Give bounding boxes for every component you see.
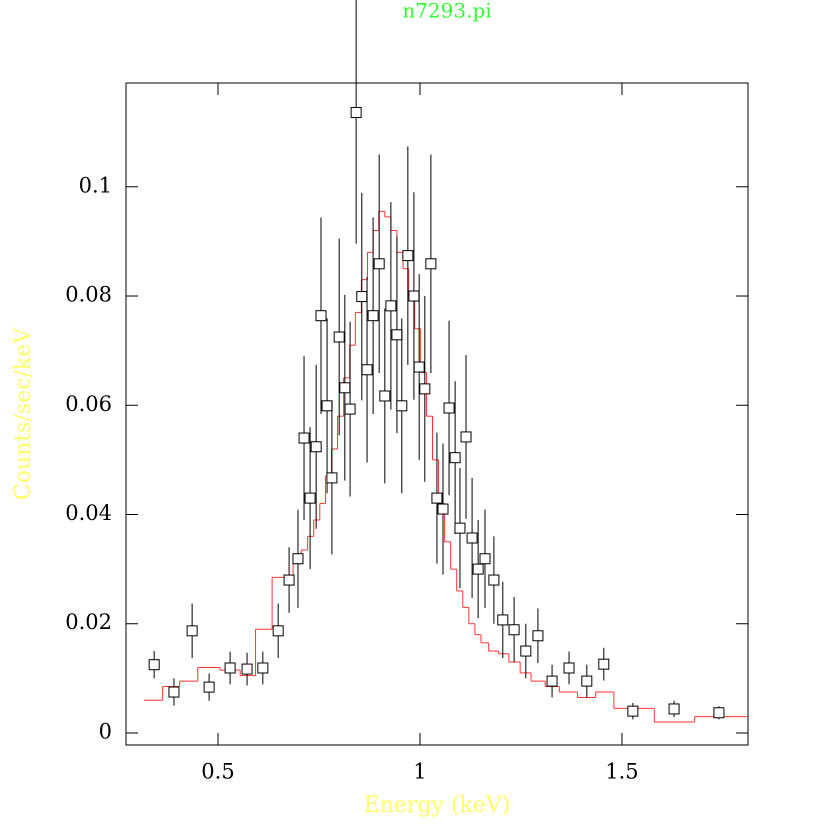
data-point: [356, 291, 368, 303]
data-point: [520, 645, 532, 657]
x-tick-label: 1: [413, 760, 426, 784]
data-point: [315, 310, 327, 322]
y-tick-label: 0: [99, 719, 112, 743]
y-tick-label: 0.08: [65, 283, 112, 307]
data-point: [497, 614, 509, 626]
data-point: [272, 625, 284, 637]
data-point: [437, 503, 449, 515]
data-point: [385, 300, 397, 312]
data-point: [298, 432, 310, 444]
data-point: [408, 290, 420, 302]
data-point: [168, 686, 180, 698]
data-point: [581, 675, 593, 687]
data-point: [292, 553, 304, 565]
data-point: [508, 624, 520, 636]
data-point: [373, 258, 385, 270]
data-point: [443, 402, 455, 414]
data-point: [224, 662, 236, 674]
data-point: [454, 522, 466, 534]
data-point: [563, 662, 575, 674]
data-point: [257, 662, 269, 674]
y-tick-label: 0.1: [79, 173, 112, 197]
data-point: [402, 250, 414, 262]
data-point: [326, 472, 338, 484]
data-point: [304, 492, 316, 504]
x-tick-label: 1.5: [605, 760, 638, 784]
data-point: [241, 663, 253, 675]
x-tick-label: 0.5: [201, 760, 234, 784]
data-point: [310, 441, 322, 453]
data-point: [396, 400, 408, 412]
data-point: [472, 563, 484, 575]
plot-frame: [125, 82, 749, 746]
data-point: [479, 553, 491, 565]
data-point: [668, 703, 680, 715]
data-point: [361, 364, 373, 376]
data-point: [321, 400, 333, 412]
y-tick-label: 0.06: [65, 392, 112, 416]
chart-title: n7293.pi: [402, 0, 491, 23]
data-point: [713, 707, 725, 719]
data-point: [339, 382, 351, 394]
data-point: [419, 383, 431, 395]
y-tick-label: 0.04: [65, 501, 112, 525]
data-point: [379, 390, 391, 402]
data-point: [627, 705, 639, 717]
data-point: [449, 452, 461, 464]
x-axis-label: Energy (keV): [364, 793, 511, 818]
data-point: [186, 625, 198, 637]
data-point: [367, 310, 379, 322]
data-point: [148, 659, 160, 671]
data-point: [546, 675, 558, 687]
data-point: [598, 658, 610, 670]
data-point: [425, 258, 437, 270]
data-point: [391, 329, 403, 341]
data-point: [466, 532, 478, 544]
data-point: [333, 331, 345, 343]
data-point: [532, 630, 544, 642]
data-point: [431, 492, 443, 504]
data-point: [283, 574, 295, 586]
data-point: [488, 574, 500, 586]
data-point: [460, 431, 472, 443]
data-point: [413, 361, 425, 373]
y-tick-label: 0.02: [65, 610, 112, 634]
data-point: [344, 403, 356, 415]
data-point: [203, 681, 215, 693]
data-point: [350, 106, 362, 118]
y-axis-label: Counts/sec/keV: [11, 327, 36, 500]
